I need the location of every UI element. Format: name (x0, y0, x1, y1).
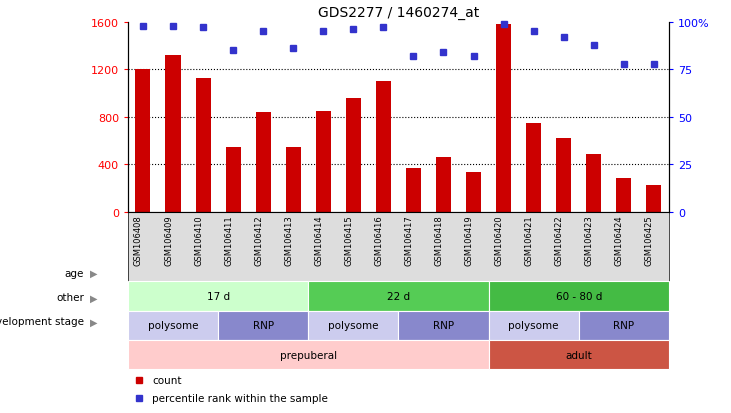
Text: 17 d: 17 d (207, 291, 230, 301)
Bar (256, 113, 270, 213)
Bar (556, 139, 571, 213)
Text: GSM106416: GSM106416 (374, 215, 383, 265)
Text: polysome: polysome (508, 320, 559, 330)
Text: GSM106417: GSM106417 (404, 215, 414, 265)
Bar (196, 78, 211, 213)
Bar (376, 82, 391, 213)
Bar (398, 311, 488, 340)
Text: RNP: RNP (433, 320, 454, 330)
Text: prepuberal: prepuberal (280, 350, 337, 360)
Bar (128, 311, 218, 340)
Title: GDS2277 / 1460274_at: GDS2277 / 1460274_at (318, 6, 479, 20)
Bar (135, 70, 151, 213)
Text: GSM106411: GSM106411 (224, 215, 233, 265)
Bar (646, 185, 662, 213)
Bar (586, 154, 602, 213)
Bar (128, 340, 488, 370)
Text: GSM106421: GSM106421 (525, 215, 534, 265)
Bar (579, 311, 669, 340)
Text: ▶: ▶ (90, 268, 97, 278)
Text: polysome: polysome (148, 320, 198, 330)
Text: ▶: ▶ (90, 293, 97, 303)
Bar (496, 25, 511, 213)
Text: GSM106409: GSM106409 (164, 215, 173, 265)
Text: GSM106419: GSM106419 (464, 215, 474, 265)
Bar (346, 99, 361, 213)
Text: 22 d: 22 d (387, 291, 410, 301)
Bar (406, 169, 421, 213)
Text: GSM106412: GSM106412 (254, 215, 263, 265)
Bar (436, 158, 451, 213)
Bar (128, 282, 308, 311)
Text: polysome: polysome (328, 320, 379, 330)
Bar (165, 56, 181, 213)
Bar (526, 124, 541, 213)
Bar (466, 172, 481, 213)
Text: GSM106413: GSM106413 (284, 215, 293, 265)
Text: age: age (64, 268, 84, 278)
Text: adult: adult (565, 350, 592, 360)
Text: GSM106415: GSM106415 (344, 215, 353, 265)
Bar (488, 282, 669, 311)
Bar (488, 340, 669, 370)
Text: GSM106424: GSM106424 (615, 215, 624, 265)
Text: other: other (56, 293, 84, 303)
Bar (286, 147, 300, 213)
Text: GSM106418: GSM106418 (434, 215, 444, 265)
Bar (308, 282, 488, 311)
Text: RNP: RNP (613, 320, 635, 330)
Bar (226, 147, 240, 213)
Text: GSM106410: GSM106410 (194, 215, 203, 265)
Bar (308, 311, 398, 340)
Text: count: count (152, 375, 182, 385)
Text: ▶: ▶ (90, 317, 97, 327)
Bar (488, 311, 579, 340)
Bar (316, 112, 330, 213)
Text: 60 - 80 d: 60 - 80 d (556, 291, 602, 301)
Text: development stage: development stage (0, 317, 84, 327)
Text: GSM106425: GSM106425 (645, 215, 654, 265)
Bar (616, 178, 632, 213)
Text: RNP: RNP (253, 320, 273, 330)
Text: percentile rank within the sample: percentile rank within the sample (152, 394, 328, 404)
Text: GSM106408: GSM106408 (134, 215, 143, 265)
Text: GSM106420: GSM106420 (495, 215, 504, 265)
Bar (218, 311, 308, 340)
Text: GSM106414: GSM106414 (314, 215, 323, 265)
Text: GSM106423: GSM106423 (585, 215, 594, 265)
Text: GSM106422: GSM106422 (555, 215, 564, 265)
